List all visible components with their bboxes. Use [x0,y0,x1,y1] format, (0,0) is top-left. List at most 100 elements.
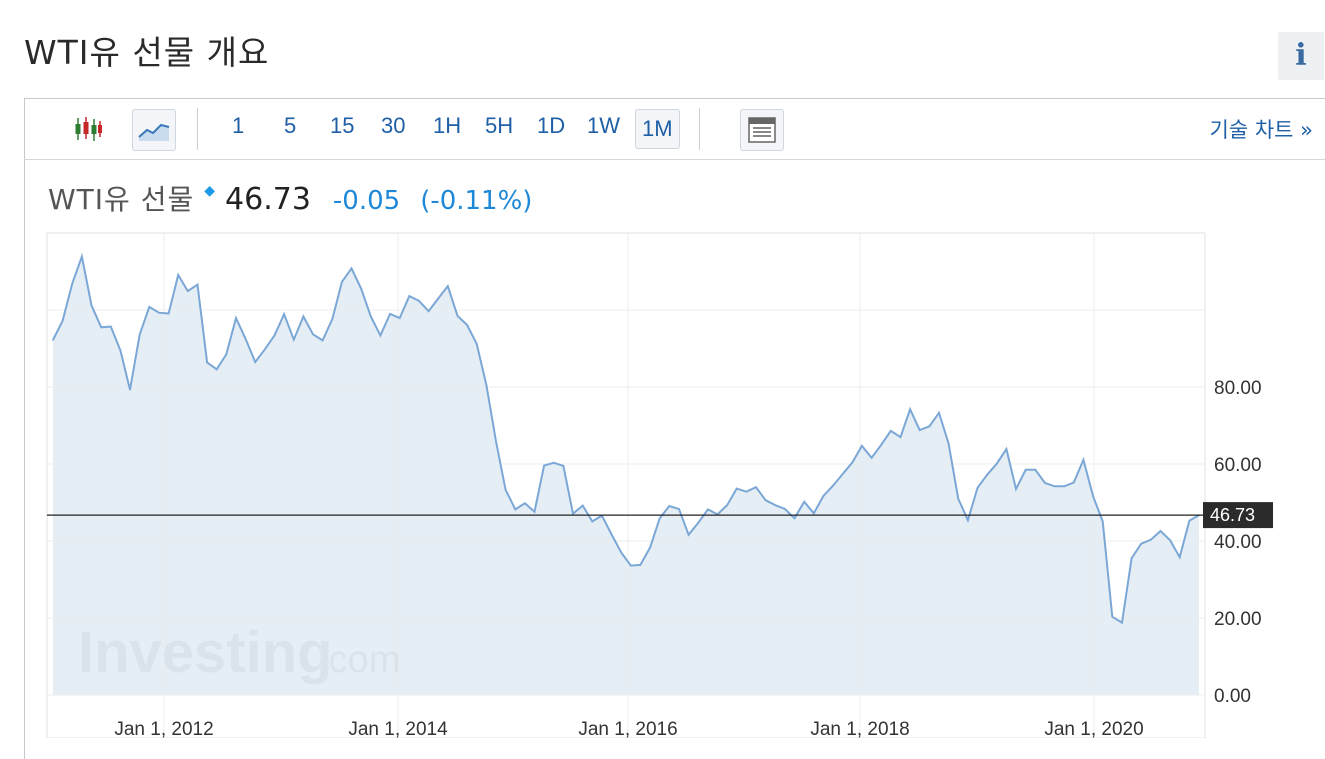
data-point [196,283,199,286]
data-point [533,510,536,513]
y-tick-label: 40.00 [1214,532,1262,553]
interval-15[interactable]: 15 [330,113,355,138]
interval-1m[interactable]: 1M [635,109,680,149]
data-point [1053,485,1056,488]
data-point [504,488,507,491]
data-point [109,325,112,328]
last-price-tag [1203,502,1273,529]
table-view-icon[interactable] [740,109,784,151]
toolbar-separator [197,108,198,150]
last-price-tag-label: 46.73 [1210,505,1255,525]
data-point [1159,530,1162,532]
y-tick-label: 60.00 [1214,455,1262,476]
data-point [841,473,844,475]
quote-name: WTI유 선물 [48,183,195,216]
data-point [331,318,334,321]
data-point [1178,556,1181,558]
data-point [514,508,517,511]
data-point [1044,482,1046,484]
x-tick-label: Jan 1, 2016 [578,719,677,738]
quote-change-pct: (-0.11%) [420,186,533,216]
chart-frame [24,98,1325,759]
data-point [995,462,998,465]
data-point [292,338,295,341]
data-point [745,490,748,493]
data-point [735,487,738,490]
data-point [658,517,661,520]
data-point [784,508,786,510]
price-line [52,252,1200,625]
data-point [90,304,93,307]
data-point [1082,458,1085,461]
technical-chart-link[interactable]: 기술 차트 » [1209,118,1313,142]
x-tick-label: Jan 1, 2012 [114,719,213,738]
data-point [552,462,555,464]
data-point [1034,468,1037,471]
interval-5[interactable]: 5 [284,113,297,138]
data-point [71,282,74,285]
data-point [437,297,440,300]
data-point [803,500,805,503]
data-point [620,551,622,554]
interval-30[interactable]: 30 [381,113,406,138]
x-tick-label: Jan 1, 2020 [1044,719,1143,738]
page-title: WTI유 선물 개요 [24,33,270,72]
info-icon[interactable]: i [1278,32,1324,80]
data-point [119,349,122,352]
data-point [1130,557,1133,560]
data-point [687,534,690,536]
data-point [177,274,179,276]
data-point [273,334,276,337]
data-point [350,267,353,270]
data-point [129,388,131,391]
data-point [360,288,362,290]
data-point [707,508,709,511]
data-point [697,522,700,524]
data-point [870,457,873,459]
data-point [61,319,64,322]
data-point [938,411,940,414]
data-point [138,333,141,336]
data-point [302,315,305,318]
data-point [1101,520,1104,523]
data-point [591,520,594,523]
data-point [418,299,420,302]
line-chart-icon[interactable] [132,109,176,151]
data-point [81,255,83,258]
data-point [466,324,468,326]
diamond-icon: ◆ [204,183,216,199]
data-point [158,311,160,314]
data-point [398,317,401,319]
data-point [630,564,632,567]
data-point [764,499,767,501]
data-point [369,315,372,318]
interval-1[interactable]: 1 [232,113,245,138]
data-point [543,464,545,467]
data-point [100,326,102,329]
interval-1d[interactable]: 1D [537,113,566,138]
interval-1w[interactable]: 1W [587,113,620,138]
data-point [572,512,574,515]
data-point [1169,539,1171,542]
data-point [726,504,728,506]
data-point [793,517,796,520]
candlestick-icon[interactable] [66,109,110,149]
y-tick-label: 0.00 [1214,686,1251,707]
data-point [1015,488,1017,490]
data-point [851,461,854,464]
data-point [264,348,266,351]
data-point [283,313,285,316]
data-point [485,384,488,386]
price-chart[interactable]: Investing .com 0.0020.0040.0060.0080.00 … [0,0,1325,738]
data-point [649,546,651,549]
data-point [427,310,430,312]
data-point [495,440,497,443]
interval-1h[interactable]: 1H [433,113,462,138]
interval-5h[interactable]: 5H [485,113,514,138]
data-point [1092,495,1094,498]
data-point [909,408,911,411]
data-point [379,334,382,337]
data-point [524,502,526,505]
data-point [389,313,391,315]
y-tick-label: 80.00 [1214,378,1262,399]
